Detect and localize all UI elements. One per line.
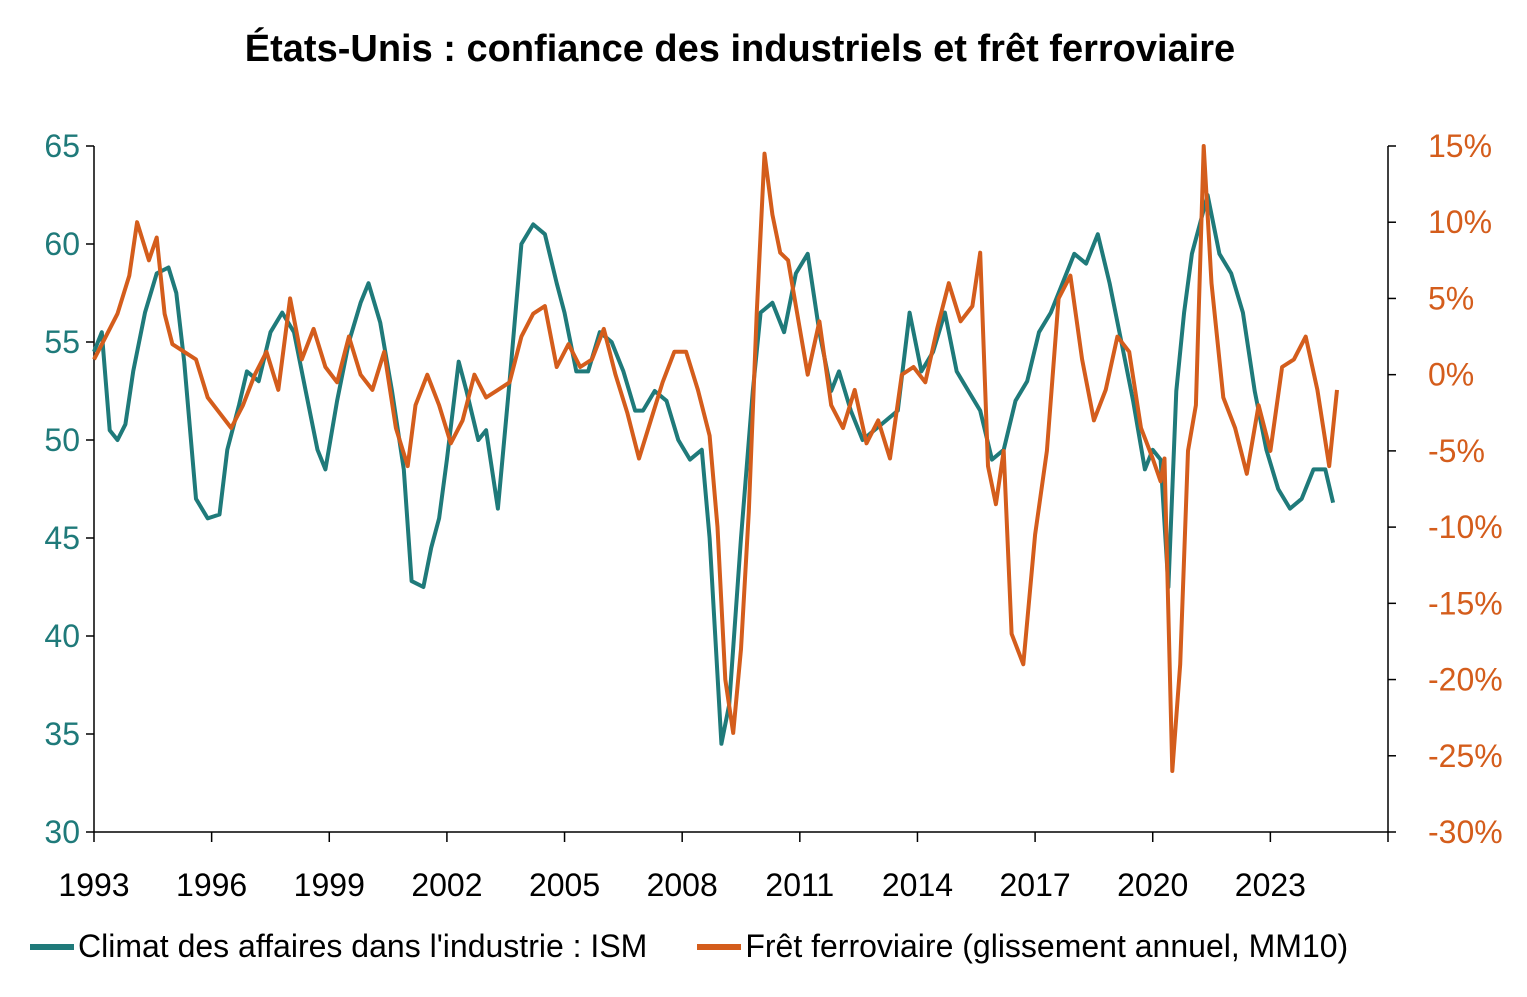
right-tick-label: -20% xyxy=(1428,662,1503,698)
x-tick-label: 2008 xyxy=(647,867,718,903)
right-tick-label: -10% xyxy=(1428,509,1503,545)
left-tick-label: 30 xyxy=(44,814,80,850)
legend-item-ism: Climat des affaires dans l'industrie : I… xyxy=(30,928,647,965)
left-tick-label: 35 xyxy=(44,716,80,752)
left-tick-label: 50 xyxy=(44,422,80,458)
x-tick-label: 1996 xyxy=(176,867,247,903)
labels-layer: 30 35 40 45 50 55 60 65 -30% -25% -20% -15% -10% -5% 0… xyxy=(44,128,1502,903)
right-tick-label: -25% xyxy=(1428,738,1503,774)
right-tick-label: -5% xyxy=(1428,433,1485,469)
left-tick-label: 55 xyxy=(44,324,80,360)
legend-label-fret: Frêt ferroviaire (glissement annuel, MM1… xyxy=(745,928,1349,964)
x-tick-label: 1999 xyxy=(294,867,365,903)
x-tick-label: 2005 xyxy=(529,867,600,903)
right-tick-label: 10% xyxy=(1428,204,1492,240)
left-tick-label: 45 xyxy=(44,520,80,556)
series-layer xyxy=(92,144,1339,773)
right-tick-label: 15% xyxy=(1428,128,1492,164)
x-tick-label: 2017 xyxy=(999,867,1070,903)
series-line-fret xyxy=(92,144,1339,773)
x-tick-label: 2014 xyxy=(882,867,953,903)
right-tick-label: -30% xyxy=(1428,814,1503,850)
chart-title: États-Unis : confiance des industriels e… xyxy=(244,28,1236,70)
left-tick-label: 60 xyxy=(44,226,80,262)
x-tick-label: 1993 xyxy=(58,867,129,903)
x-tick-label: 2023 xyxy=(1235,867,1306,903)
left-tick-label: 40 xyxy=(44,618,80,654)
x-tick-label: 2002 xyxy=(411,867,482,903)
right-tick-label: 5% xyxy=(1428,280,1474,316)
legend-swatch-ism xyxy=(30,943,74,950)
legend-item-fret: Frêt ferroviaire (glissement annuel, MM1… xyxy=(697,928,1348,965)
left-tick-label: 65 xyxy=(44,128,80,164)
axes-layer xyxy=(86,145,1396,842)
right-tick-label: 0% xyxy=(1428,357,1474,393)
right-tick-label: -15% xyxy=(1428,585,1503,621)
legend-label-ism: Climat des affaires dans l'industrie : I… xyxy=(78,928,648,964)
x-tick-label: 2020 xyxy=(1117,867,1188,903)
legend-swatch-fret xyxy=(697,943,742,950)
legend: Climat des affaires dans l'industrie : I… xyxy=(30,928,1510,965)
x-tick-label: 2011 xyxy=(765,867,834,903)
